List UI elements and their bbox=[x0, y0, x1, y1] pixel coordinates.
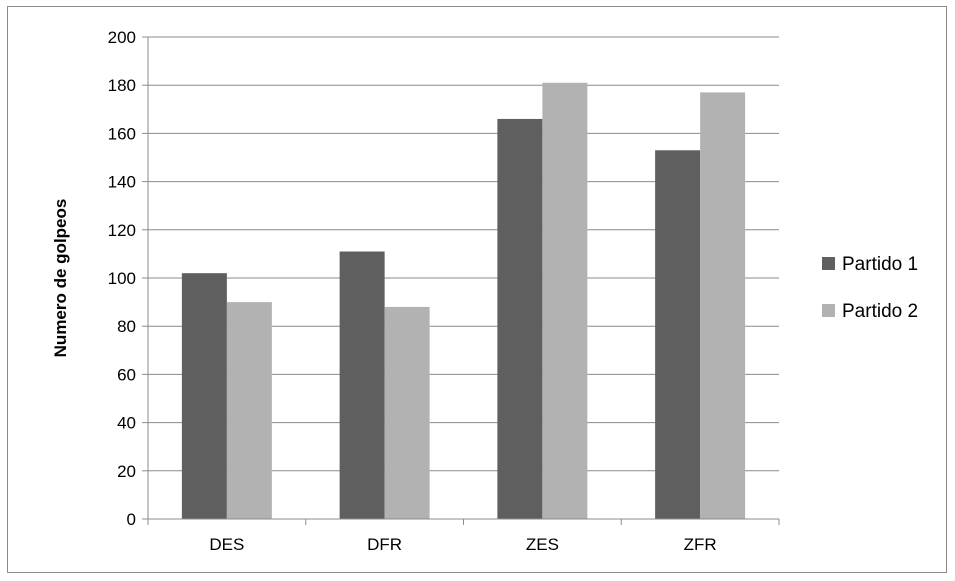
bar-dfr-partido-2 bbox=[385, 307, 430, 519]
x-tick-label: ZFR bbox=[684, 535, 717, 554]
y-tick-label: 40 bbox=[117, 414, 136, 433]
legend-swatch bbox=[822, 304, 835, 317]
y-tick-labels: 0 20 40 60 80 100 120 140 160 180 200 bbox=[108, 28, 136, 529]
y-tick-label: 180 bbox=[108, 76, 136, 95]
legend-label: Partido 2 bbox=[842, 301, 918, 322]
bar-zes-partido-1 bbox=[497, 119, 542, 519]
legend-label: Partido 1 bbox=[842, 254, 918, 275]
x-tick-label: DES bbox=[209, 535, 244, 554]
y-tick-label: 120 bbox=[108, 221, 136, 240]
bar-des-partido-2 bbox=[227, 302, 272, 519]
legend-swatch bbox=[822, 257, 835, 270]
y-tick-label: 0 bbox=[127, 510, 136, 529]
bar-zfr-partido-1 bbox=[655, 150, 700, 519]
x-tick-label: ZES bbox=[526, 535, 559, 554]
bar-zfr-partido-2 bbox=[700, 92, 745, 519]
bars bbox=[182, 83, 745, 519]
x-tick-label: DFR bbox=[367, 535, 402, 554]
y-tick-label: 140 bbox=[108, 173, 136, 192]
bar-zes-partido-2 bbox=[542, 83, 587, 519]
y-tick-label: 60 bbox=[117, 365, 136, 384]
x-tick-labels: DES DFR ZES ZFR bbox=[209, 535, 716, 554]
bar-dfr-partido-1 bbox=[340, 251, 385, 519]
y-tick-label: 160 bbox=[108, 124, 136, 143]
y-axis-label: Numero de golpeos bbox=[51, 199, 70, 358]
y-tick-label: 100 bbox=[108, 269, 136, 288]
legend: Partido 1 Partido 2 bbox=[822, 254, 918, 322]
y-tick-label: 200 bbox=[108, 28, 136, 47]
y-tick-label: 80 bbox=[117, 317, 136, 336]
y-tick-label: 20 bbox=[117, 462, 136, 481]
bar-des-partido-1 bbox=[182, 273, 227, 519]
